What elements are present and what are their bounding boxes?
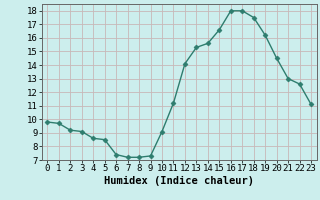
X-axis label: Humidex (Indice chaleur): Humidex (Indice chaleur) bbox=[104, 176, 254, 186]
